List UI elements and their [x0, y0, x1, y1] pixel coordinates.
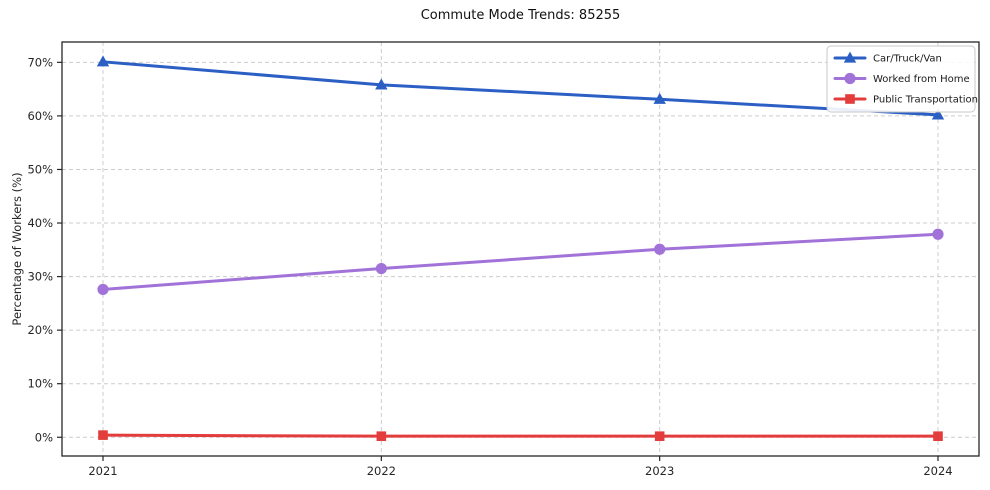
- square-marker: [654, 431, 665, 441]
- circle-marker: [375, 262, 387, 275]
- x-tick-label: 2021: [88, 464, 117, 478]
- triangle-marker: [375, 78, 388, 90]
- circle-marker: [654, 243, 666, 255]
- square-marker: [845, 94, 855, 104]
- y-tick-label: 0%: [35, 430, 53, 444]
- y-tick-label: 20%: [27, 323, 53, 337]
- series-line-car-truck-van: [101, 60, 940, 117]
- circle-marker: [932, 228, 944, 240]
- legend-label-worked-from-home: Worked from Home: [873, 74, 970, 85]
- series-line-public-transportation: [101, 433, 940, 438]
- x-tick-label: 2024: [923, 464, 952, 478]
- y-axis-label: Percentage of Workers (%): [10, 172, 24, 326]
- square-marker: [933, 431, 943, 441]
- triangle-marker: [931, 108, 945, 120]
- triangle-marker: [653, 92, 666, 104]
- y-tick-label: 10%: [27, 377, 53, 391]
- y-tick-label: 30%: [27, 270, 53, 284]
- y-tick-label: 40%: [27, 216, 53, 230]
- triangle-marker: [96, 55, 110, 67]
- legend-label-public-transportation: Public Transportation: [873, 95, 978, 106]
- triangle-marker: [843, 51, 857, 63]
- square-marker: [376, 431, 387, 441]
- y-tick-label: 70%: [27, 55, 53, 69]
- axes-box: [61, 41, 980, 457]
- legend-label-car-truck-van: Car/Truck/Van: [873, 54, 942, 65]
- series-line-worked-from-home: [101, 232, 940, 291]
- y-tick-label: 60%: [27, 109, 53, 123]
- square-marker: [98, 430, 108, 440]
- y-tick-label: 50%: [27, 162, 53, 176]
- chart-title: Commute Mode Trends: 85255: [420, 8, 621, 23]
- circle-marker: [97, 283, 109, 296]
- legend-box: [826, 45, 976, 113]
- x-tick-label: 2023: [645, 464, 674, 478]
- circle-marker: [844, 72, 856, 85]
- x-tick-label: 2022: [367, 464, 396, 478]
